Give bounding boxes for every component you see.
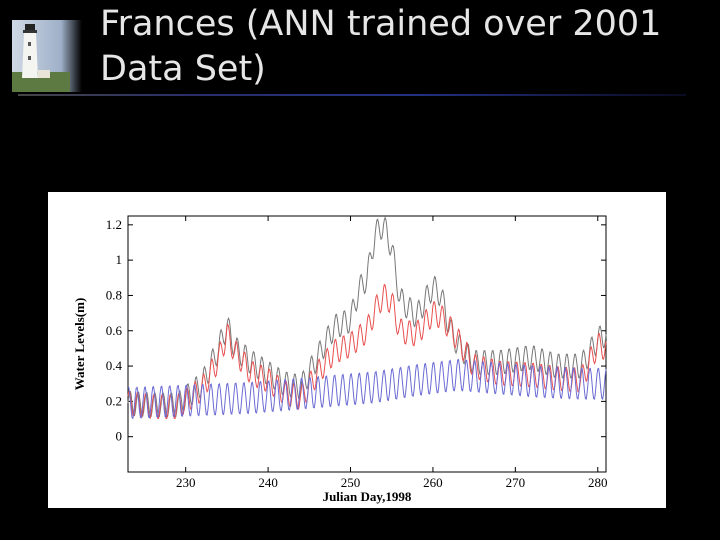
y-tick-label: 1.2 xyxy=(106,217,122,232)
x-tick-label: 230 xyxy=(176,475,196,490)
slide-title: Frances (ANN trained over 2001 Data Set) xyxy=(100,4,673,89)
x-tick-label: 280 xyxy=(588,475,608,490)
y-tick-label: 0.4 xyxy=(106,358,123,373)
y-tick-label: 0 xyxy=(116,429,123,444)
y-tick-label: 0.8 xyxy=(106,287,122,302)
series-line-1 xyxy=(127,216,607,418)
x-axis-label: Julian Day,1998 xyxy=(323,489,412,504)
x-tick-label: 250 xyxy=(341,475,361,490)
y-tick-label: 0.6 xyxy=(106,323,123,338)
y-tick-label: 0.2 xyxy=(106,393,122,408)
series-line-2 xyxy=(127,283,607,420)
lighthouse-logo xyxy=(12,20,82,92)
series-line-3 xyxy=(127,358,607,420)
y-tick-label: 1 xyxy=(116,252,123,267)
water-level-chart: 0 0.2 0.4 0.6 0.8 1 1.2 230 240 250 260 270 280 Julia… xyxy=(48,192,666,508)
chart-svg: 0 0.2 0.4 0.6 0.8 1 1.2 230 240 250 260 270 280 Julia… xyxy=(72,215,608,504)
plot-frame xyxy=(127,215,607,473)
y-axis-label: Water Levels(m) xyxy=(72,298,87,391)
x-tick-label: 270 xyxy=(506,475,526,490)
x-tick-label: 240 xyxy=(258,475,278,490)
x-tick-label: 260 xyxy=(423,475,443,490)
title-divider xyxy=(18,94,686,96)
